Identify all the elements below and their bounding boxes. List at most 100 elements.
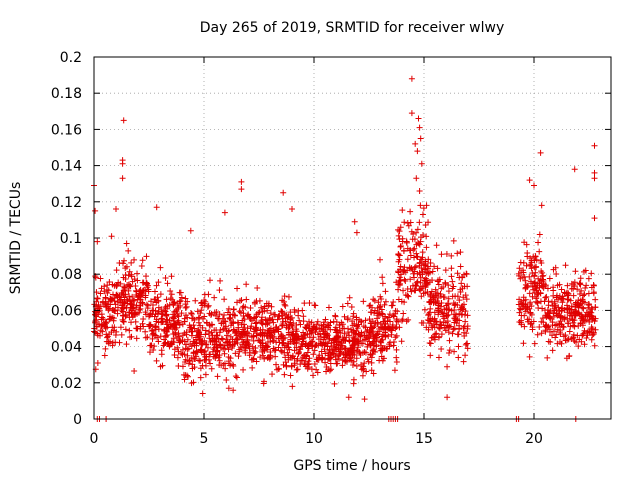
data-point <box>590 289 597 296</box>
data-point <box>296 317 303 324</box>
data-point <box>243 296 250 303</box>
data-point <box>144 302 151 309</box>
data-point <box>552 334 559 341</box>
data-point <box>579 296 586 303</box>
data-point <box>577 281 584 288</box>
data-point <box>530 318 537 325</box>
data-point <box>379 280 386 287</box>
data-point <box>137 296 144 303</box>
data-point <box>119 260 126 267</box>
data-point <box>120 308 127 315</box>
data-point <box>572 309 579 316</box>
data-point <box>339 303 346 310</box>
data-point <box>408 288 415 295</box>
data-point <box>303 340 310 347</box>
data-point <box>150 346 157 353</box>
data-point <box>425 311 432 318</box>
data-point <box>261 347 268 354</box>
data-point <box>155 338 162 345</box>
data-point <box>333 334 340 341</box>
data-point <box>187 227 194 234</box>
data-point <box>393 332 400 339</box>
data-point <box>392 307 399 314</box>
data-point <box>230 387 237 394</box>
data-point <box>457 263 464 270</box>
data-point <box>239 330 246 337</box>
data-point <box>108 233 115 240</box>
data-point <box>392 325 399 332</box>
data-point <box>372 332 379 339</box>
data-point <box>379 336 386 343</box>
data-point <box>518 312 525 319</box>
data-point <box>148 328 155 335</box>
data-point <box>103 303 110 310</box>
data-point <box>305 345 312 352</box>
data-point <box>97 290 104 297</box>
data-point <box>564 282 571 289</box>
data-point <box>418 264 425 271</box>
data-point <box>411 236 418 243</box>
data-point <box>328 366 335 373</box>
data-point <box>583 282 590 289</box>
data-point <box>299 335 306 342</box>
data-point <box>126 293 133 300</box>
data-point <box>208 310 215 317</box>
data-point <box>427 291 434 298</box>
data-point <box>279 297 286 304</box>
data-point <box>350 334 357 341</box>
data-point <box>262 321 269 328</box>
data-point <box>360 323 367 330</box>
data-point <box>592 304 599 311</box>
data-point <box>433 321 440 328</box>
data-point <box>387 318 394 325</box>
data-point <box>400 310 407 317</box>
data-point <box>139 257 146 264</box>
data-point <box>114 282 121 289</box>
data-point <box>238 186 245 193</box>
data-point <box>529 326 536 333</box>
data-point <box>165 324 172 331</box>
data-point <box>188 310 195 317</box>
data-point <box>396 277 403 284</box>
data-point <box>354 347 361 354</box>
data-point <box>259 329 266 336</box>
data-point <box>516 272 523 279</box>
data-point <box>404 256 411 263</box>
grid-lines <box>94 57 611 419</box>
data-point <box>132 318 139 325</box>
data-point <box>543 324 550 331</box>
data-point <box>246 313 253 320</box>
data-point <box>94 295 101 302</box>
data-point <box>396 282 403 289</box>
data-point <box>280 189 287 196</box>
data-point <box>389 302 396 309</box>
data-point <box>310 351 317 358</box>
data-point <box>183 303 190 310</box>
data-point <box>542 312 549 319</box>
data-point <box>255 309 262 316</box>
data-point <box>350 341 357 348</box>
data-point <box>449 330 456 337</box>
data-point <box>109 342 116 349</box>
data-point <box>208 321 215 328</box>
data-point <box>396 252 403 259</box>
data-point <box>581 291 588 298</box>
data-point <box>266 319 273 326</box>
data-point <box>353 363 360 370</box>
data-point <box>291 355 298 362</box>
data-point <box>306 355 313 362</box>
data-point <box>351 335 358 342</box>
data-point <box>237 309 244 316</box>
data-point <box>206 328 213 335</box>
data-point <box>217 277 224 284</box>
data-point <box>393 316 400 323</box>
data-point <box>142 334 149 341</box>
data-point <box>414 278 421 285</box>
data-point <box>419 249 426 256</box>
data-point <box>520 267 527 274</box>
data-point <box>564 296 571 303</box>
data-point <box>327 360 334 367</box>
data-point <box>553 331 560 338</box>
data-point <box>223 376 230 383</box>
data-point <box>151 343 158 350</box>
